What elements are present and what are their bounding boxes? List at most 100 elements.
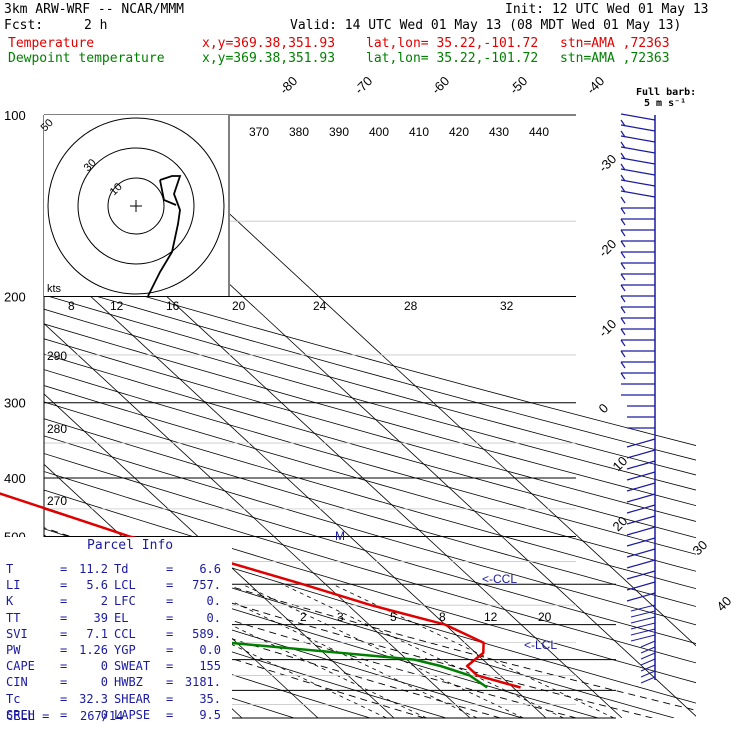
- mixing-ratio-low-label: 12: [484, 610, 498, 624]
- parcel-cell-label: CELL =: [6, 709, 50, 723]
- forecast-label: Fcst:: [4, 18, 44, 33]
- parcel-value: 32.3: [79, 691, 108, 706]
- parcel-value: 0.: [206, 610, 221, 625]
- temperature-tick-label: -10: [596, 316, 620, 340]
- wind-barb-feather: [620, 207, 626, 215]
- wind-barb: [626, 504, 656, 514]
- parcel-label: YGP: [114, 643, 136, 657]
- parcel-label: EL: [114, 610, 129, 625]
- wind-barb: [626, 482, 656, 492]
- mixing-ratio-line: [195, 583, 478, 718]
- wind-barb-feather: [620, 361, 626, 369]
- mixing-ratio-line: [282, 583, 564, 718]
- isotherm-line: [122, 115, 696, 647]
- theta-tick-label: 410: [409, 125, 429, 139]
- parcel-label: LFC: [114, 594, 136, 609]
- mixing-ratio-tick-label: 32: [500, 299, 514, 313]
- forecast-value: 2 h: [84, 18, 108, 33]
- parcel-value: 9.5: [199, 707, 221, 722]
- parcel-label: TT: [6, 610, 21, 625]
- mixing-ratio-tick-label: 8: [68, 299, 75, 313]
- wind-barb: [626, 515, 656, 525]
- moist-adiabat-line: [44, 543, 653, 718]
- parcel-label: CIN: [6, 675, 28, 690]
- wind-barb: [620, 157, 656, 165]
- wind-barb-feather: [620, 295, 626, 303]
- mixing-ratio-line: [332, 583, 615, 718]
- parcel-value: 5.6: [86, 578, 108, 593]
- isotherm-line: [44, 323, 471, 718]
- parcel-label: HWBZ: [114, 675, 143, 690]
- m-marker-label: M: [335, 529, 345, 543]
- wind-barb: [630, 628, 656, 636]
- dewpoint-latlon: lat,lon= 35.22,-101.72: [366, 51, 539, 66]
- wind-barb-feather: [620, 251, 626, 259]
- wind-barb: [626, 471, 656, 481]
- parcel-value: 757.: [192, 578, 221, 593]
- wind-barb: [626, 548, 656, 558]
- wind-barb: [620, 113, 656, 121]
- hodograph-ring: [77, 147, 195, 265]
- theta-tick-label: 380: [289, 125, 309, 139]
- wind-barb-feather: [620, 306, 626, 314]
- dry-adiabat-line: [44, 385, 696, 572]
- parcel-equals: =: [60, 707, 68, 722]
- parcel-value: 3181.: [184, 675, 221, 690]
- wind-barb: [630, 634, 656, 642]
- wind-barb-feather: [620, 229, 626, 237]
- dry-adiabat-tick-label: 270: [47, 494, 67, 508]
- wind-barb-feather: [620, 196, 626, 204]
- temperature-latlon: lat,lon= 35.22,-101.72: [366, 36, 539, 51]
- wind-barb: [626, 493, 656, 503]
- parcel-value: 589.: [192, 626, 221, 641]
- temperature-tick-label: -50: [507, 73, 531, 97]
- hodograph-units-label: kts: [47, 283, 62, 295]
- dry-adiabat-tick-label: 280: [47, 422, 67, 436]
- parcel-label: T: [6, 562, 14, 576]
- parcel-equals: =: [60, 675, 68, 690]
- theta-tick-label: 420: [449, 125, 469, 139]
- wind-barb-feather: [620, 328, 626, 336]
- wind-barb-feather: [620, 317, 626, 325]
- pressure-tick-label: 200: [4, 290, 26, 305]
- parcel-value: 0.: [206, 594, 221, 609]
- wind-barb: [640, 670, 656, 678]
- wind-barb: [626, 449, 656, 459]
- temperature-tick-label: -40: [584, 73, 608, 97]
- wind-barb: [626, 526, 656, 536]
- wind-barb: [640, 664, 656, 672]
- parcel-equals: =: [60, 626, 68, 641]
- dewpoint-station: stn=AMA ,72363: [560, 51, 670, 66]
- parcel-value: 0.0: [199, 643, 221, 657]
- parcel-equals: =: [166, 675, 174, 690]
- hodograph-trace: [147, 175, 182, 297]
- wind-barb: [630, 616, 656, 624]
- wind-barb: [626, 460, 656, 470]
- init-time: Init: 12 UTC Wed 01 May 13: [505, 2, 709, 17]
- wind-barb-feather: [620, 372, 626, 380]
- theta-tick-label: 370: [249, 125, 269, 139]
- parcel-equals: =: [60, 610, 68, 625]
- mixing-ratio-tick-label: 16: [166, 299, 180, 313]
- dry-adiabat-line: [44, 401, 696, 590]
- wind-barb: [640, 676, 656, 684]
- parcel-value: 0: [100, 675, 108, 690]
- wind-barb-feather: [620, 218, 626, 226]
- parcel-label: SWEAT: [114, 659, 151, 674]
- wind-barb: [620, 168, 656, 176]
- wind-barb: [626, 581, 656, 591]
- parcel-label: LAPSE: [114, 707, 151, 722]
- wind-barb: [626, 570, 656, 580]
- temperature-tick-label: 0: [596, 400, 612, 416]
- theta-tick-label: 440: [529, 125, 549, 139]
- parcel-cell-value: 267/14: [80, 709, 124, 723]
- parcel-value: 2: [100, 594, 108, 609]
- parcel-equals: =: [166, 626, 174, 641]
- valid-time: Valid: 14 UTC Wed 01 May 13 (08 MDT Wed …: [290, 18, 682, 33]
- temperature-legend: Temperature: [8, 36, 95, 51]
- temperature-tick-label: -80: [277, 73, 301, 97]
- wind-barb: [640, 658, 656, 666]
- wind-barb-feather: [620, 350, 626, 358]
- parcel-label: CCL: [114, 626, 136, 641]
